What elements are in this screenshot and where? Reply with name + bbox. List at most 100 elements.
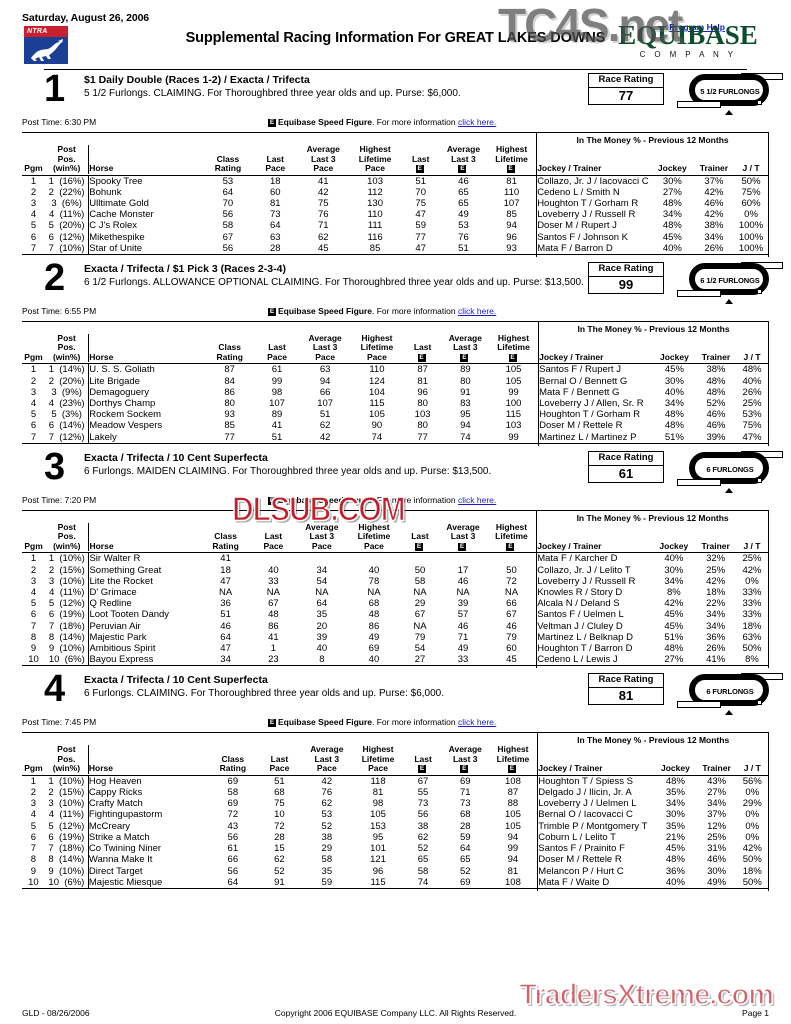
race-rating-box: Race Rating 61 bbox=[588, 450, 664, 483]
cell-avg-last3-e: 65 bbox=[458, 186, 469, 198]
table-row[interactable]: 3 3 (9%) Demagoguery 86 98 66 104 96 91 99 Mata F … bbox=[22, 386, 770, 399]
cell-highest-lifetime-pace: 116 bbox=[367, 231, 383, 243]
table-row[interactable]: 1 1 (10%) Sir Walter R 41 Mata F / Karcher D… bbox=[22, 552, 769, 565]
cell-pgm: 7 bbox=[30, 843, 37, 855]
table-row[interactable]: 1 1 (10%) Hog Heaven 69 51 42 118 67 69 108 Hought… bbox=[22, 775, 769, 788]
cell-last-pace: 89 bbox=[271, 409, 283, 421]
program-help-link[interactable]: Program Help bbox=[669, 22, 725, 32]
cell-highest-lifetime-pace: 153 bbox=[370, 820, 386, 832]
race-number: 1 bbox=[44, 68, 66, 110]
col-header-last-e: Last E bbox=[413, 342, 432, 362]
cell-post-position: 9 (10%) bbox=[48, 642, 85, 654]
table-row[interactable]: 7 7 (12%) Lakely 77 51 42 74 77 74 99 Martinez L /… bbox=[22, 431, 770, 444]
cell-jockey-trainer: Martinez L / Martinez P bbox=[538, 431, 653, 444]
table-row[interactable]: 3 3 (10%) Lite the Rocket 47 33 54 78 58 46 72 Lov… bbox=[22, 575, 769, 587]
table-row[interactable]: 6 6 (19%) Loot Tooten Dandy 51 48 35 48 67 57 67 S… bbox=[22, 609, 769, 621]
cell-highest-lifetime-pace: 101 bbox=[370, 843, 386, 855]
table-row[interactable]: 4 4 (11%) Cache Monster 56 73 76 110 47 49 85 Love… bbox=[22, 209, 770, 221]
table-row[interactable]: 1 1 (16%) Spooky Tree 53 18 41 103 51 46 81 Collaz… bbox=[22, 175, 770, 187]
cell-last-pace: 67 bbox=[268, 598, 279, 610]
ntra-logo: NTRA bbox=[24, 26, 68, 64]
cell-highest-lifetime-pace: 105 bbox=[369, 409, 385, 421]
table-row[interactable]: 10 10 (6%) Majestic Miesque 64 91 59 115 74 69 10… bbox=[22, 876, 769, 889]
cell-post-position: 8 (14%) bbox=[48, 854, 85, 866]
cell-highest-lifetime-pace: 69 bbox=[368, 642, 380, 654]
cell-last-pace: 40 bbox=[268, 564, 279, 576]
table-row[interactable]: 7 7 (10%) Star of Unite 56 28 45 85 47 51 93 Mata … bbox=[22, 242, 770, 255]
cell-post-position: 4 (23%) bbox=[48, 398, 85, 410]
cell-horse-name: Ulltimate Gold bbox=[88, 197, 204, 210]
cell-jockey-pct: 27% bbox=[664, 654, 684, 666]
col-header-horse: Horse bbox=[88, 522, 201, 552]
table-row[interactable]: 6 6 (19%) Strike a Match 56 28 38 95 62 59 94 Cobu… bbox=[22, 831, 769, 844]
table-row[interactable]: 8 8 (14%) Majestic Park 64 41 39 49 79 71 79 Marti… bbox=[22, 631, 769, 643]
race-conditions: 6 Furlongs. CLAIMING. For Thoroughbred t… bbox=[84, 688, 445, 700]
table-row[interactable]: 10 10 (6%) Bayou Express 34 23 8 40 27 33 45 Ceden… bbox=[22, 654, 769, 666]
cell-last-e: 27 bbox=[414, 654, 426, 666]
table-row[interactable]: 9 9 (10%) Direct Target 56 52 35 96 58 52 81 Melan… bbox=[22, 865, 769, 877]
table-row[interactable]: 3 3 (10%) Crafty Match 69 75 62 98 73 73 88 Lovebe… bbox=[22, 798, 769, 810]
track-diagram: 6 FURLONGS bbox=[677, 670, 783, 716]
cell-highest-lifetime-pace: 105 bbox=[370, 809, 386, 821]
speed-figure-click-here-link[interactable]: click here. bbox=[457, 305, 497, 316]
table-row[interactable]: 7 7 (18%) Peruvian Air 46 86 20 86 NA 46 46 Veltma… bbox=[22, 620, 769, 632]
cell-jockey-pct: 34% bbox=[664, 575, 684, 587]
cell-jockey-trainer: Santos F / Uelmen L bbox=[536, 609, 653, 621]
cell-jockey-trainer: Loveberry J / Russell R bbox=[536, 209, 651, 221]
post-time-row: Post Time: 6:55 PM E Equibase Speed Figure… bbox=[22, 306, 769, 319]
table-top-rule bbox=[22, 509, 769, 513]
table-money-header-row: In The Money % - Previous 12 Months bbox=[22, 512, 769, 523]
table-row[interactable]: 6 6 (12%) Mikethespike 67 63 62 116 77 76 96 Santo… bbox=[22, 231, 770, 243]
table-row[interactable]: 9 9 (10%) Ambitious Spirit 47 1 40 69 54 49 60 Hou… bbox=[22, 642, 769, 655]
cell-highest-lifetime-e: 94 bbox=[507, 831, 519, 843]
table-row[interactable]: 6 6 (14%) Meadow Vespers 85 41 62 90 80 94 103 Dos… bbox=[22, 420, 770, 432]
speed-figure-click-here-link[interactable]: click here. bbox=[457, 494, 497, 505]
speed-figure-click-here-link[interactable]: click here. bbox=[457, 717, 497, 728]
cell-jt-pct: 47% bbox=[736, 431, 770, 444]
cell-jockey-pct: 30% bbox=[665, 809, 685, 821]
table-row[interactable]: 4 4 (23%) Dorthys Champ 80 107 107 115 80 83 100 L… bbox=[22, 398, 770, 410]
table-row[interactable]: 5 5 (12%) Q Redline 36 67 64 68 29 39 66 Alcala N … bbox=[22, 598, 769, 610]
cell-trainer-pct: 12% bbox=[707, 820, 727, 832]
cell-last-pace: 60 bbox=[269, 186, 281, 198]
cell-jockey-trainer: Houghton T / Gorham R bbox=[536, 197, 651, 210]
table-row[interactable]: 8 8 (14%) Wanna Make It 66 62 58 121 65 65 94 Dose… bbox=[22, 854, 769, 866]
table-row[interactable]: 2 2 (22%) Bohunk 64 60 42 112 70 65 110 Cedeno L /… bbox=[22, 186, 770, 198]
col-header-trainer-pct: Trainer bbox=[701, 540, 730, 551]
cell-pgm: 2 bbox=[30, 375, 37, 387]
table-row[interactable]: 2 2 (15%) Something Great 18 40 34 40 50 17 50 Col… bbox=[22, 564, 769, 576]
table-bottom-rule bbox=[22, 887, 769, 891]
cell-trainer-pct: 30% bbox=[707, 865, 727, 877]
table-header-rule bbox=[22, 173, 769, 176]
table-row[interactable]: 2 2 (15%) Cappy Ricks 58 68 76 81 55 71 87 Delgado… bbox=[22, 787, 769, 799]
speed-figure-click-here-link[interactable]: click here. bbox=[457, 117, 497, 127]
table-header-row: Pgm Post Pos. (win%) Horse Class Rating Last Pa… bbox=[22, 745, 769, 774]
cell-class-rating: 86 bbox=[224, 386, 235, 398]
cell-highest-lifetime-pace: 103 bbox=[367, 175, 383, 187]
track-chute-bottom bbox=[677, 478, 721, 486]
race-rating-value: 77 bbox=[618, 88, 634, 103]
cell-horse-name: Ambitious Spirit bbox=[88, 642, 201, 655]
col-header-last-pace: Last Pace bbox=[265, 153, 286, 173]
table-row[interactable]: 3 3 (6%) Ulltimate Gold 70 81 75 130 75 65 107 Hou… bbox=[22, 197, 770, 210]
cell-pgm: 7 bbox=[30, 431, 37, 443]
table-row[interactable]: 1 1 (14%) U. S. S. Goliath 87 61 63 110 87 89 105… bbox=[22, 363, 770, 376]
table-row[interactable]: 5 5 (20%) C J's Rolex 58 64 71 111 59 53 94 Doser … bbox=[22, 220, 770, 232]
table-row[interactable]: 5 5 (3%) Rockem Sockem 93 89 51 105 103 95 115 Hou… bbox=[22, 409, 770, 421]
col-header-highest-lifetime-pace: Highest Lifetime Pace bbox=[357, 521, 391, 551]
cell-jt-pct: 33% bbox=[735, 598, 769, 610]
table-row[interactable]: 7 7 (18%) Co Twining Niner 61 15 29 101 52 64 99 S… bbox=[22, 843, 769, 855]
cell-highest-lifetime-e: 81 bbox=[506, 175, 517, 187]
cell-last-e: 67 bbox=[414, 609, 426, 621]
e-figure-badge-icon: E bbox=[508, 353, 517, 362]
speed-figure-badge-icon: E bbox=[268, 119, 276, 127]
cell-post-position: 7 (10%) bbox=[48, 242, 85, 254]
cell-jt-pct: 50% bbox=[735, 642, 769, 655]
table-row[interactable]: 4 4 (11%) D' Grimace NA NA NA NA NA NA NA Knowles … bbox=[22, 586, 769, 599]
table-row[interactable]: 4 4 (11%) Fightingupastorm 72 10 53 105 56 68 105… bbox=[22, 809, 769, 821]
table-row[interactable]: 5 5 (12%) McCreary 43 72 52 153 38 28 105 Trimble … bbox=[22, 820, 769, 832]
table-row[interactable]: 2 2 (20%) Lite Brigade 84 99 94 124 81 80 105 Bern… bbox=[22, 375, 770, 387]
cell-jt-pct: 100% bbox=[734, 231, 770, 243]
table-money-header-row: In The Money % - Previous 12 Months bbox=[22, 323, 769, 334]
cell-highest-lifetime-e: 60 bbox=[506, 642, 517, 654]
